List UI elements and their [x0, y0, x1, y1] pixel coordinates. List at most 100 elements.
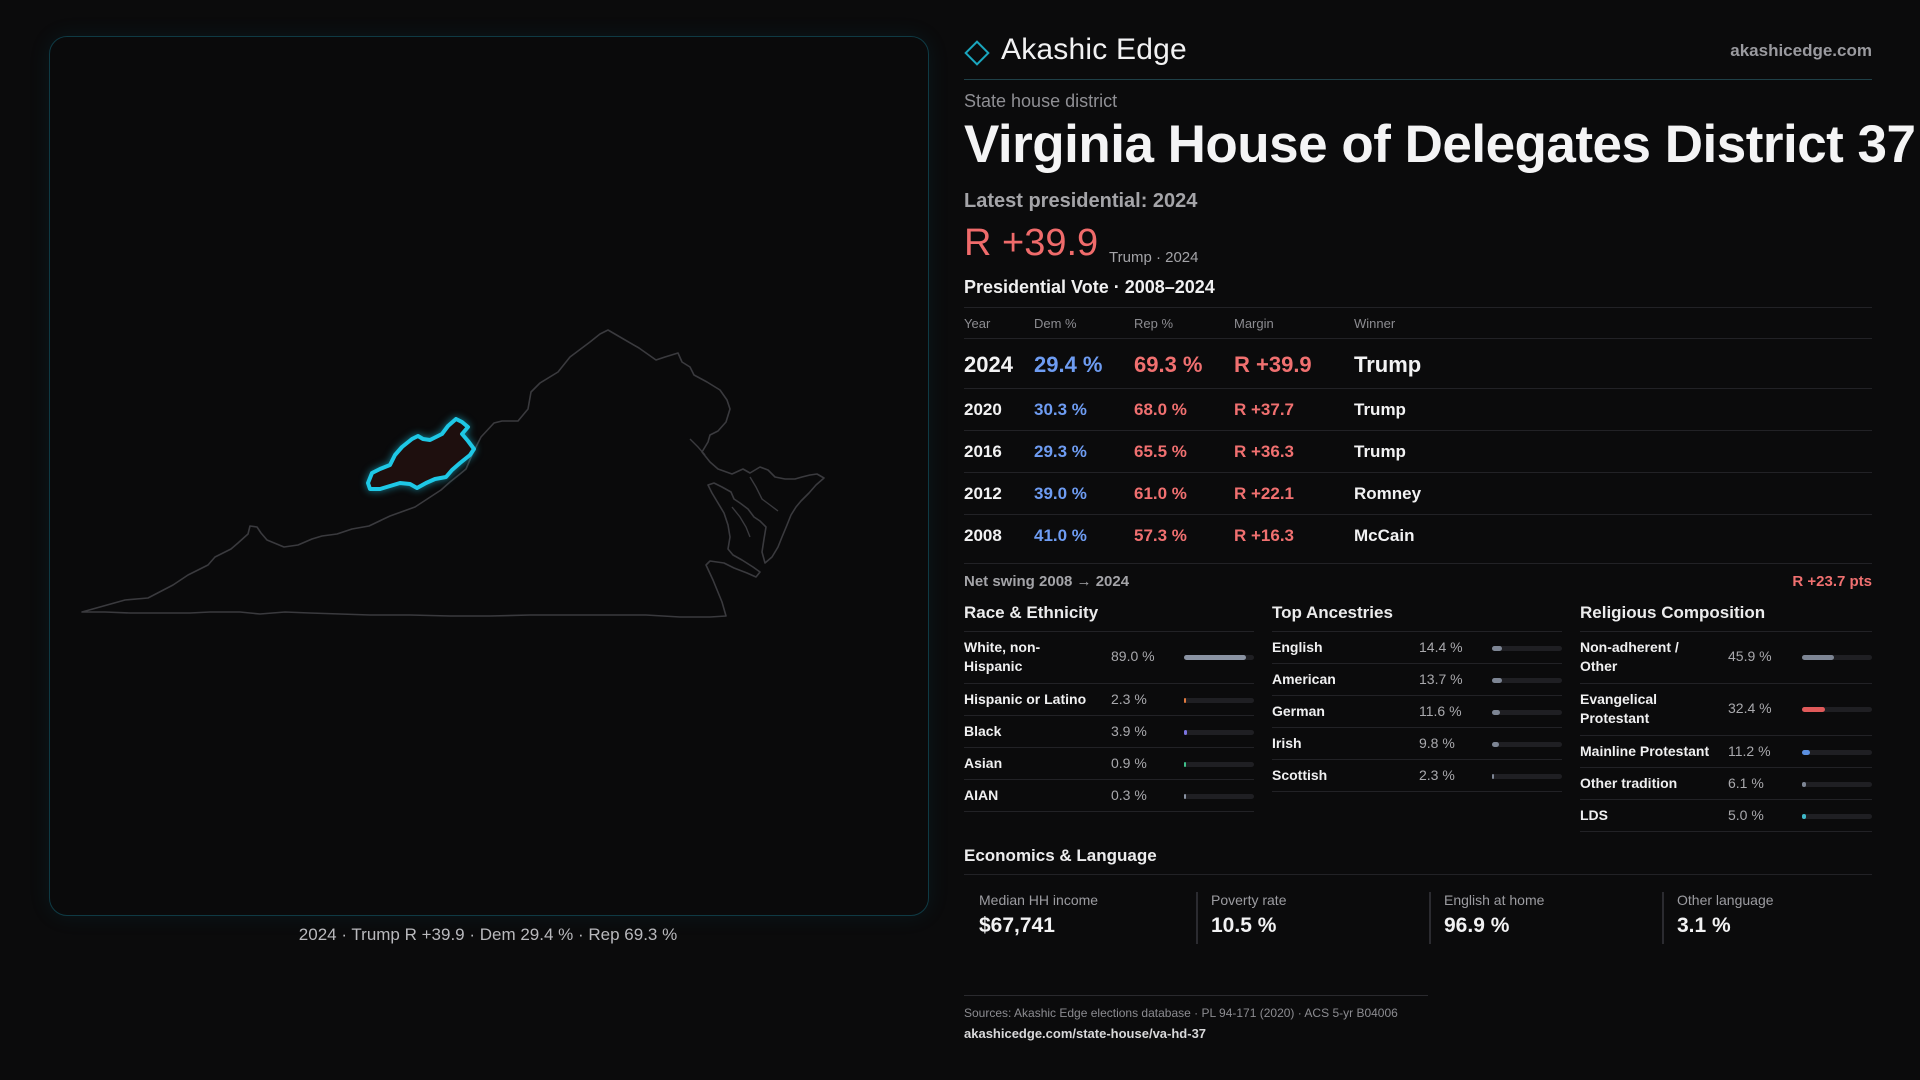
- econ-stat-english: English at home 96.9 %: [1429, 892, 1639, 944]
- ancestry-list: English 14.4 % American 13.7 % German 11.6 % I…: [1272, 632, 1562, 792]
- divider: [964, 388, 1872, 389]
- divider: [964, 631, 1254, 632]
- header-winner: Winner: [1354, 316, 1396, 331]
- divider: [964, 307, 1872, 308]
- religion-row: Evangelical Protestant 32.4 %: [1580, 684, 1872, 736]
- table-row: 2016 29.3 % 65.5 % R +36.3 Trump: [964, 431, 1872, 472]
- row-year: 2016: [964, 442, 1002, 461]
- share-bar: [1184, 730, 1254, 735]
- share-bar: [1802, 655, 1872, 660]
- share-bar: [1184, 698, 1254, 703]
- share-bar: [1492, 774, 1562, 779]
- row-label: Hispanic or Latino: [964, 691, 1087, 707]
- religion-row: Other tradition 6.1 %: [1580, 768, 1872, 800]
- row-dem: 29.4 %: [1034, 352, 1103, 377]
- divider: [964, 874, 1872, 875]
- ancestry-row: American 13.7 %: [1272, 664, 1562, 696]
- share-bar: [1492, 742, 1562, 747]
- row-value: 13.7 %: [1419, 671, 1463, 687]
- row-year: 2020: [964, 400, 1002, 419]
- divider: [964, 995, 1428, 996]
- religion-row: Mainline Protestant 11.2 %: [1580, 736, 1872, 768]
- row-dem: 39.0 %: [1034, 484, 1087, 503]
- row-label: American: [1272, 671, 1336, 687]
- share-bar: [1802, 707, 1872, 712]
- ancestry-row: Scottish 2.3 %: [1272, 760, 1562, 792]
- row-margin: R +22.1: [1234, 484, 1295, 503]
- brand-url-link[interactable]: akashicedge.com: [1730, 41, 1872, 60]
- econ-stat-poverty: Poverty rate 10.5 %: [1196, 892, 1406, 944]
- ancestry-row: English 14.4 %: [1272, 632, 1562, 664]
- latest-margin-note: Trump · 2024: [1109, 249, 1199, 266]
- net-swing-label: Net swing 2008 → 2024: [964, 573, 1130, 590]
- race-row: Asian 0.9 %: [964, 748, 1254, 780]
- diamond-logo-icon: [964, 40, 990, 66]
- sources-url-link[interactable]: akashicedge.com/state-house/va-hd-37: [964, 1026, 1207, 1041]
- row-label: LDS: [1580, 807, 1608, 823]
- row-value: 3.9 %: [1111, 723, 1147, 739]
- header-rep: Rep %: [1134, 316, 1174, 331]
- table-header: Year Dem % Rep % Margin Winner: [964, 308, 1872, 338]
- row-label: White, non-Hispanic: [964, 639, 1041, 674]
- divider: [1272, 631, 1562, 632]
- row-label: Irish: [1272, 735, 1302, 751]
- stat-value: $67,741: [979, 914, 1055, 937]
- divider: [964, 514, 1872, 515]
- share-bar: [1492, 678, 1562, 683]
- religion-row: LDS 5.0 %: [1580, 800, 1872, 832]
- share-bar-fill: [1184, 730, 1187, 735]
- section-title: Religious Composition: [1580, 603, 1766, 622]
- divider: [964, 79, 1872, 80]
- religion-row: Non-adherent / Other 45.9 %: [1580, 632, 1872, 684]
- row-label: AIAN: [964, 787, 999, 803]
- share-bar-fill: [1184, 655, 1247, 660]
- religion-list: Non-adherent / Other 45.9 % Evangelical Pr…: [1580, 632, 1872, 832]
- row-value: 2.3 %: [1419, 767, 1455, 783]
- table-row: 2012 39.0 % 61.0 % R +22.1 Romney: [964, 473, 1872, 514]
- stat-label: Other language: [1677, 892, 1774, 908]
- row-dem: 29.3 %: [1034, 442, 1087, 461]
- share-bar-fill: [1802, 750, 1810, 755]
- ancestry-row: German 11.6 %: [1272, 696, 1562, 728]
- row-winner: Trump: [1354, 352, 1422, 377]
- district-37-highlight[interactable]: [366, 417, 476, 491]
- stat-value: 3.1 %: [1677, 914, 1731, 937]
- row-value: 11.6 %: [1419, 703, 1462, 719]
- share-bar: [1492, 710, 1562, 715]
- race-list: White, non-Hispanic 89.0 % Hispanic or Lat…: [964, 632, 1254, 812]
- district-info-panel: Akashic Edge akashicedge.com State house…: [964, 0, 1916, 1080]
- race-row: AIAN 0.3 %: [964, 780, 1254, 812]
- row-value: 89.0 %: [1111, 648, 1155, 664]
- row-value: 11.2 %: [1728, 743, 1771, 759]
- map-panel[interactable]: [49, 36, 929, 916]
- row-label: Scottish: [1272, 767, 1328, 783]
- virginia-map[interactable]: [50, 37, 928, 915]
- divider: [964, 563, 1872, 564]
- row-value: 9.8 %: [1419, 735, 1455, 751]
- race-row: Hispanic or Latino 2.3 %: [964, 684, 1254, 716]
- row-label: Other tradition: [1580, 775, 1678, 791]
- divider: [1429, 892, 1431, 944]
- ancestries-section: Top Ancestries English 14.4 % American 13.7…: [1272, 603, 1562, 792]
- share-bar-fill: [1802, 655, 1835, 660]
- share-bar: [1184, 655, 1254, 660]
- row-label: Black: [964, 723, 1002, 739]
- econ-stat-income: Median HH income $67,741: [964, 892, 1174, 944]
- race-ethnicity-section: Race & Ethnicity White, non-Hispanic 89.0…: [964, 603, 1254, 812]
- religion-section: Religious Composition Non-adherent / Oth…: [1580, 603, 1872, 832]
- row-dem: 41.0 %: [1034, 526, 1087, 545]
- row-label: Mainline Protestant: [1580, 743, 1710, 759]
- row-margin: R +16.3: [1234, 526, 1295, 545]
- share-bar-fill: [1492, 710, 1501, 715]
- row-year: 2008: [964, 526, 1002, 545]
- share-bar: [1802, 750, 1872, 755]
- share-bar-fill: [1802, 707, 1825, 712]
- row-value: 0.3 %: [1111, 787, 1147, 803]
- presidential-vote-title: Presidential Vote · 2008–2024: [964, 277, 1215, 297]
- economics-title: Economics & Language: [964, 846, 1157, 865]
- row-label: Evangelical Protestant: [1580, 691, 1658, 726]
- race-row: Black 3.9 %: [964, 716, 1254, 748]
- divider: [964, 472, 1872, 473]
- share-bar-fill: [1492, 774, 1494, 779]
- header-dem: Dem %: [1034, 316, 1077, 331]
